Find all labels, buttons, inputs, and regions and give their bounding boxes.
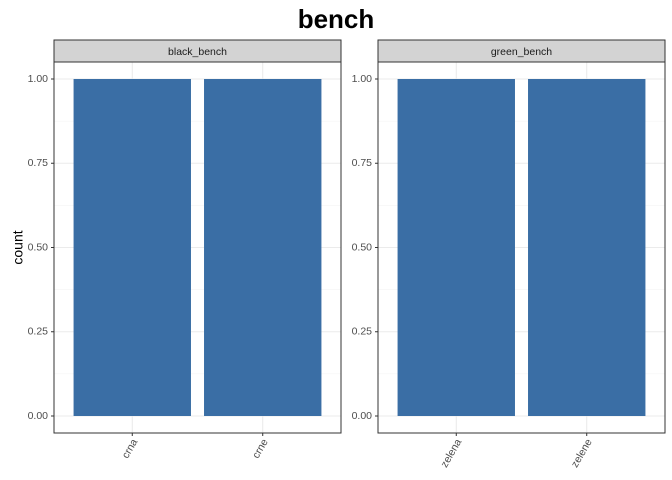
- y-tick-label: 0.75: [28, 157, 49, 169]
- y-tick-label: 0.50: [28, 241, 49, 253]
- y-tick-label: 1.00: [352, 73, 373, 85]
- y-tick-label: 0.00: [352, 410, 373, 422]
- bar-zelena: [397, 79, 515, 416]
- x-tick-label: crne: [250, 437, 271, 461]
- bar-crna: [73, 79, 191, 416]
- y-tick-label: 0.75: [352, 157, 373, 169]
- chart-title: bench: [297, 4, 375, 34]
- bar-zelene: [528, 79, 646, 416]
- facet-strip-label: green_bench: [491, 46, 552, 58]
- x-tick-label: crna: [120, 437, 141, 461]
- y-tick-label: 0.00: [28, 410, 49, 422]
- y-tick-label: 0.25: [352, 326, 373, 338]
- facet-strip-label: black_bench: [168, 46, 227, 58]
- bar-crne: [204, 79, 322, 416]
- y-tick-label: 0.50: [352, 241, 373, 253]
- y-axis-title: count: [10, 230, 26, 264]
- y-tick-label: 0.25: [28, 326, 49, 338]
- y-tick-label: 1.00: [28, 73, 49, 85]
- x-tick-label: zelena: [438, 437, 464, 470]
- x-tick-label: zelene: [569, 437, 595, 470]
